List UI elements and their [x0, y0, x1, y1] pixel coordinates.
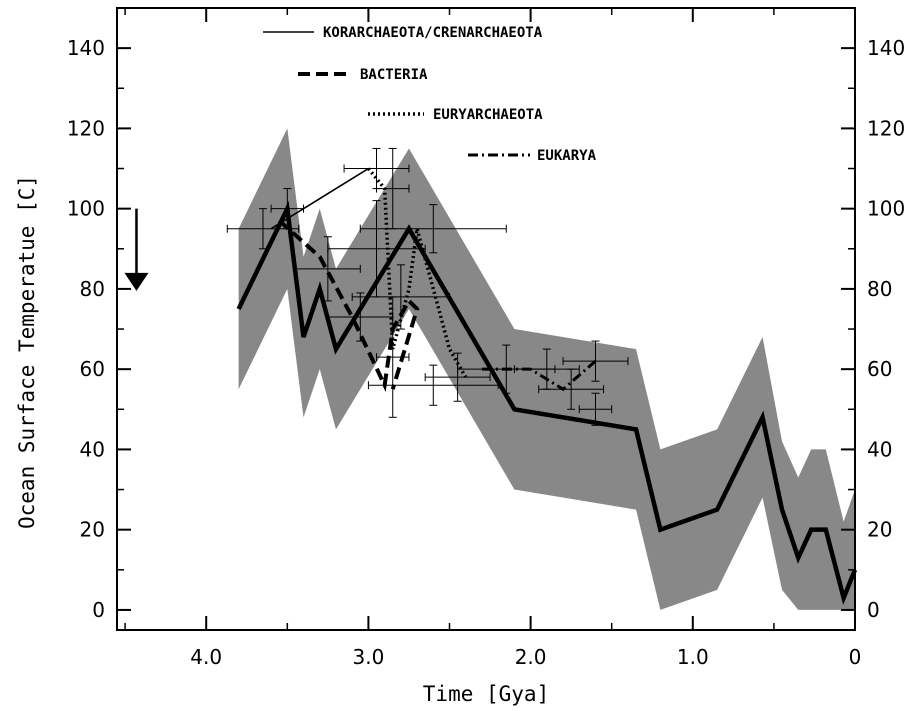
- y-tick-label-right: 100: [867, 197, 905, 221]
- series-eukarya: [481, 360, 597, 392]
- error-bar: [376, 296, 410, 418]
- y-tick-label-right: 80: [867, 277, 892, 301]
- y-tick-label-right: 40: [867, 437, 892, 461]
- y-tick-label-right: 60: [867, 357, 892, 381]
- x-tick-label: 0: [849, 645, 862, 669]
- series-mean-temperature: [236, 200, 858, 606]
- error-bar: [424, 352, 491, 402]
- legend-label: BACTERIA: [360, 67, 428, 83]
- legend-item-euryarchaeota: EURYARCHAEOTA: [368, 107, 543, 123]
- series-euryarchaeota: [367, 167, 468, 379]
- error-bar: [376, 147, 410, 230]
- error-bar: [359, 204, 507, 254]
- x-axis-title: Time [Gya]: [423, 682, 549, 706]
- series-korarchaeota-crenarchaeota: [270, 167, 369, 230]
- y-tick-label-right: 140: [867, 36, 905, 60]
- legend-item-korarchaeota-crenarchaeota: KORARCHAEOTA/CRENARCHAEOTA: [263, 25, 543, 41]
- y-tick-label-left: 0: [92, 598, 105, 622]
- legend-label: EURYARCHAEOTA: [433, 107, 543, 123]
- y-tick-label-left: 60: [80, 357, 105, 381]
- y-tick-label-right: 0: [867, 598, 880, 622]
- legend-label: EUKARYA: [537, 148, 597, 164]
- plot-frame: [116, 7, 856, 631]
- x-tick-label: 3.0: [353, 645, 385, 669]
- y-tick-label-left: 40: [80, 437, 105, 461]
- y-tick-label-right: 20: [867, 518, 892, 542]
- y-tick-label-left: 100: [67, 197, 105, 221]
- y-tick-label-right: 120: [867, 116, 905, 140]
- x-tick-label: 1.0: [677, 645, 709, 669]
- y-tick-label-left: 80: [80, 277, 105, 301]
- series-layer: [236, 167, 858, 606]
- down-arrow-annotation: [124, 208, 149, 291]
- legend-item-eukarya: EUKARYA: [468, 148, 597, 164]
- y-tick-label-left: 20: [80, 518, 105, 542]
- y-tick-label-left: 120: [67, 116, 105, 140]
- series-bacteria: [277, 219, 420, 393]
- x-tick-label: 2.0: [515, 645, 547, 669]
- x-tick-label: 4.0: [190, 645, 222, 669]
- legend: KORARCHAEOTA/CRENARCHAEOTA BACTERIA EURYAR…: [263, 25, 597, 164]
- arrow-head: [124, 272, 149, 291]
- legend-label: KORARCHAEOTA/CRENARCHAEOTA: [323, 25, 543, 41]
- legend-item-bacteria: BACTERIA: [298, 67, 428, 83]
- annotation-layer: [124, 208, 149, 291]
- error-bar: [538, 368, 605, 410]
- y-axis-title: Ocean Surface Temperatue [C]: [15, 175, 39, 529]
- y-tick-label-left: 140: [67, 36, 105, 60]
